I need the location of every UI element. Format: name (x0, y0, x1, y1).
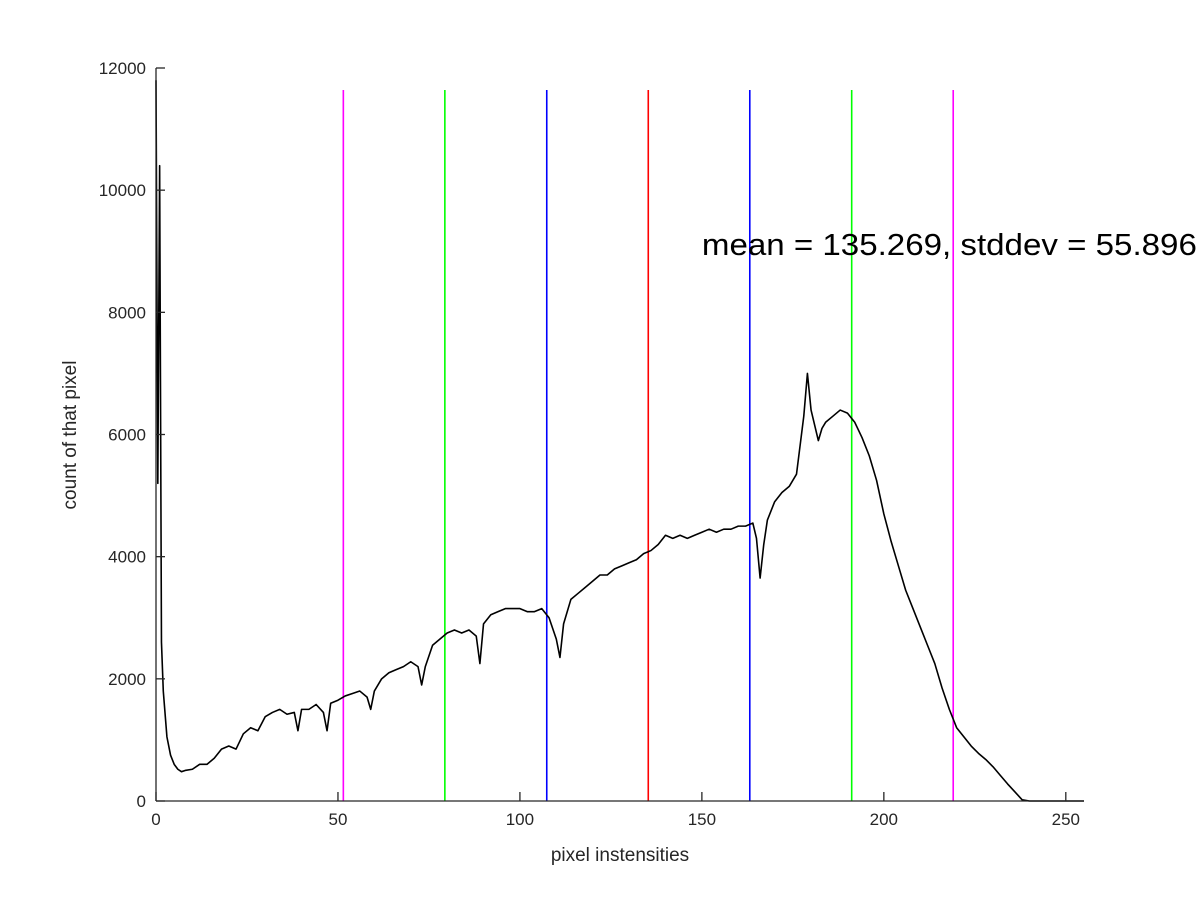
y-tick-label-0: 0 (137, 792, 146, 811)
y-tick-label-12000: 12000 (99, 59, 146, 78)
stats-annotation: mean = 135.269, stddev = 55.896 (702, 227, 1197, 262)
x-tick-label-250: 250 (1052, 810, 1080, 829)
series-layer (155, 80, 1084, 802)
x-tick-label-100: 100 (506, 810, 534, 829)
y-tick-label-8000: 8000 (108, 303, 146, 322)
x-tick-label-50: 50 (328, 810, 347, 829)
y-tick-label-6000: 6000 (108, 426, 146, 445)
x-tick-label-0: 0 (151, 810, 160, 829)
tick-marks: 0 50 100 150 200 250 0 2000 4000 6000 8000 10000 120… (99, 59, 1080, 829)
stddev-lines (342, 90, 955, 801)
y-tick-label-10000: 10000 (99, 181, 146, 200)
y-tick-label-4000: 4000 (108, 548, 146, 567)
y-tick-label-2000: 2000 (108, 670, 146, 689)
series-line-0 (155, 80, 1084, 802)
x-axis-label: pixel instensities (551, 845, 689, 866)
x-tick-label-200: 200 (870, 810, 898, 829)
y-axis-label: count of that pixel (60, 361, 81, 510)
x-tick-label-150: 150 (688, 810, 716, 829)
